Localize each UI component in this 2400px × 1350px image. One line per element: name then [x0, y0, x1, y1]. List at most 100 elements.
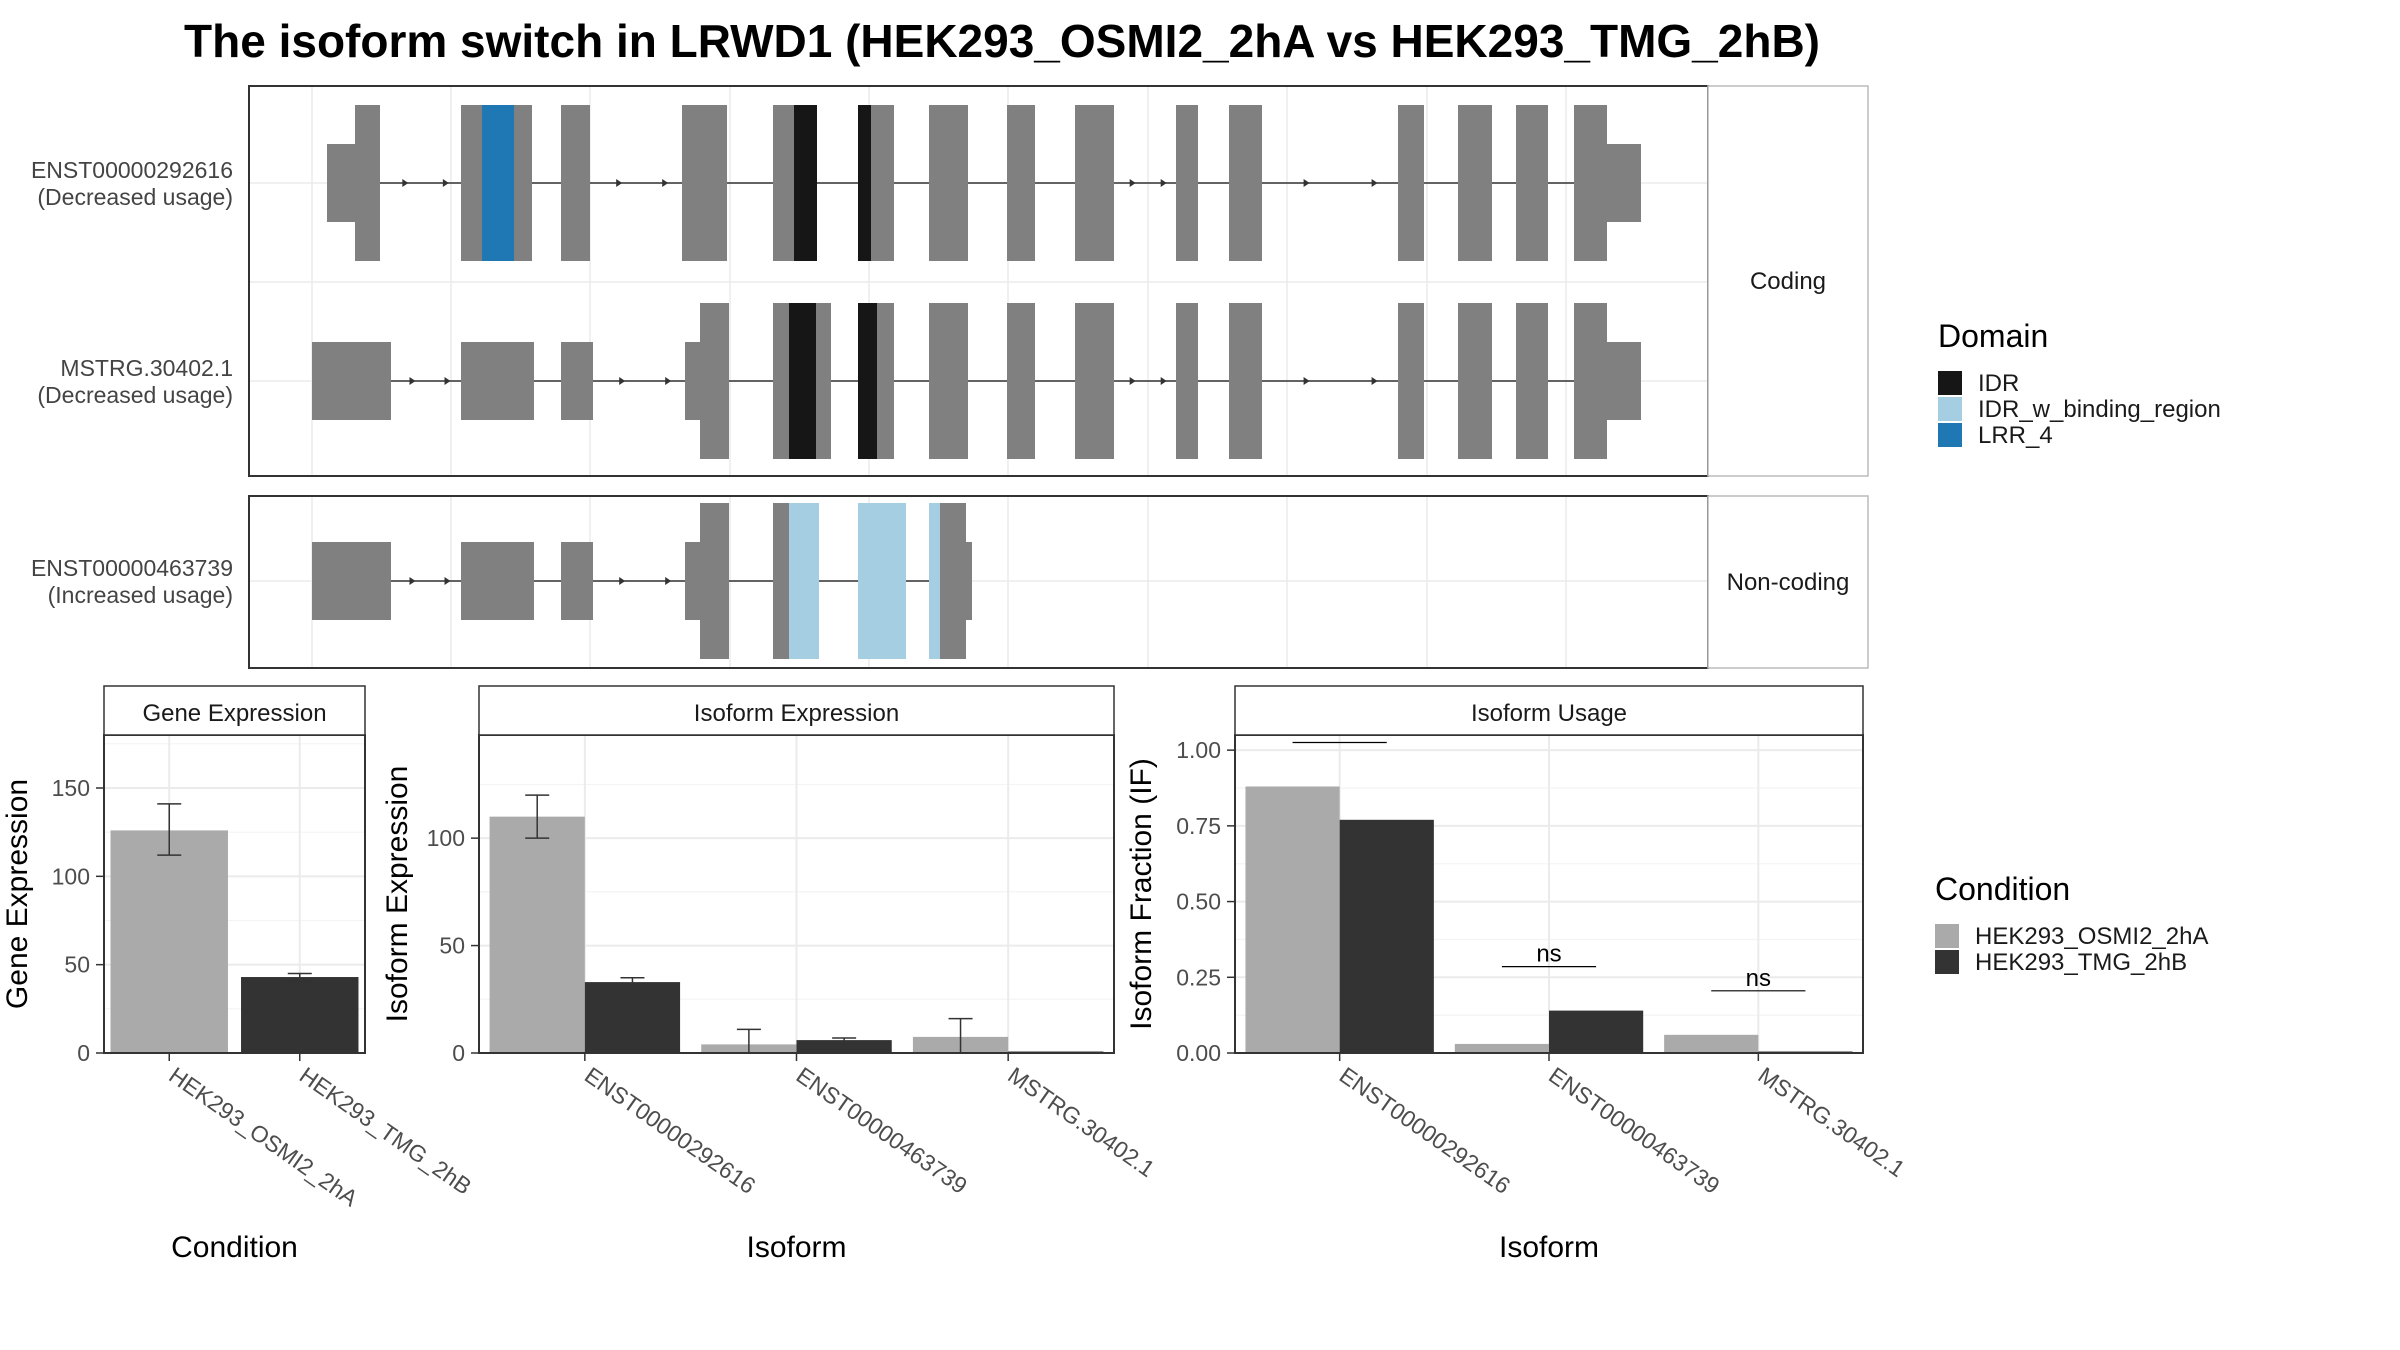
transcript-panel-2: ENST00000463739(Increased usage) Non-codi… [31, 495, 1869, 669]
exon [929, 303, 968, 459]
strip-background [1707, 85, 1869, 477]
exon [877, 303, 894, 459]
bar-HEK293_TMG_2hB [584, 982, 681, 1053]
transcript-panel-1: ENST00000292616(Decreased usage)MSTRG.30… [31, 85, 1869, 477]
x-axis-title: Isoform [1499, 1231, 1599, 1264]
domain-IDR_w_binding_region [858, 503, 906, 659]
x-tick-label: ENST00000463739 [792, 1062, 972, 1199]
transcript-ENST00000463739: ENST00000463739(Increased usage) [31, 503, 972, 659]
bar-HEK293_TMG_2hB [1339, 819, 1434, 1053]
legend-title: Condition [1935, 871, 2070, 907]
legend-swatch [1938, 371, 1962, 395]
y-tick-label: 50 [439, 933, 465, 959]
exon [312, 342, 391, 420]
bar-HEK293_OSMI2_2hA [489, 816, 585, 1053]
y-axis-title: Gene Expression [1, 779, 34, 1009]
y-tick-label: 100 [427, 825, 465, 851]
direction-arrow [444, 577, 451, 585]
legend-swatch [1935, 950, 1959, 974]
y-tick-label: 0 [77, 1040, 90, 1066]
exon [1007, 105, 1035, 261]
legend-title: Domain [1938, 318, 2048, 354]
transcript-usage-label: (Decreased usage) [37, 184, 233, 210]
exon [1075, 303, 1114, 459]
direction-arrow [409, 377, 416, 385]
direction-arrow [616, 179, 623, 187]
exon [1398, 303, 1424, 459]
figure-title: The isoform switch in LRWD1 (HEK293_OSMI… [184, 15, 1820, 67]
y-tick-label: 0 [452, 1040, 465, 1066]
chart-title: Isoform Expression [694, 700, 899, 727]
exon [1574, 303, 1607, 459]
exon [461, 542, 534, 620]
exon [1398, 105, 1424, 261]
exon [1176, 105, 1198, 261]
exon [355, 105, 380, 261]
direction-arrow [662, 179, 669, 187]
exon [966, 542, 972, 620]
direction-arrow [444, 377, 451, 385]
direction-arrow [619, 577, 626, 585]
exon [1007, 303, 1035, 459]
direction-arrow [402, 179, 409, 187]
legend-swatch [1935, 924, 1959, 948]
exon [1607, 342, 1641, 420]
chart-title: Gene Expression [142, 700, 326, 727]
bar-HEK293_TMG_2hB [1549, 1010, 1644, 1053]
exon [561, 342, 593, 420]
chart-1: Gene Expression050100150HEK293_OSMI2_2hA… [1, 685, 476, 1264]
legend-label: LRR_4 [1978, 422, 2053, 449]
legend-swatch [1938, 423, 1962, 447]
transcript-id-label: MSTRG.30402.1 [60, 355, 233, 381]
direction-arrow [665, 577, 672, 585]
domain-IDR [858, 303, 877, 459]
exon [1516, 105, 1548, 261]
strip-label: Coding [1750, 268, 1826, 295]
transcript-MSTRG.30402.1: MSTRG.30402.1(Decreased usage) [37, 303, 1641, 459]
y-axis-title: Isoform Expression [381, 766, 414, 1023]
transcript-id-label: ENST00000292616 [31, 157, 233, 183]
exon [773, 105, 794, 261]
y-tick-label: 50 [64, 952, 90, 978]
domain-IDR [858, 105, 871, 261]
direction-arrow [1371, 179, 1378, 187]
chart-2: Isoform Expression 0 50 100 ENST00000292616 E… [381, 685, 1160, 1264]
strip-background [1707, 495, 1869, 669]
transcript-usage-label: (Decreased usage) [37, 382, 233, 408]
domain-IDR [789, 303, 816, 459]
x-axis-title: Condition [171, 1231, 298, 1264]
exon [461, 342, 534, 420]
exon [1229, 303, 1262, 459]
error-bar [157, 803, 182, 856]
exon [773, 503, 789, 659]
transcript-usage-label: (Increased usage) [48, 582, 233, 608]
direction-arrow [1129, 179, 1136, 187]
domain-LRR_4 [482, 105, 514, 261]
transcript-id-label: ENST00000463739 [31, 555, 233, 581]
legend-label: IDR [1978, 370, 2019, 397]
y-tick-label: 150 [52, 775, 90, 801]
error-bar [287, 972, 312, 982]
exon [773, 303, 789, 459]
direction-arrow [1129, 377, 1136, 385]
direction-arrow [1371, 377, 1378, 385]
exon [1607, 144, 1641, 222]
x-tick-label: MSTRG.30402.1 [1753, 1062, 1909, 1182]
exon [929, 105, 968, 261]
direction-arrow [1303, 179, 1310, 187]
exon [1516, 303, 1548, 459]
legend-swatch [1938, 397, 1962, 421]
exon [871, 105, 894, 261]
error-bar [620, 977, 645, 985]
exon [1229, 105, 1262, 261]
exon [514, 105, 532, 261]
bar-HEK293_OSMI2_2hA [1245, 786, 1340, 1053]
domain-IDR [794, 105, 817, 261]
strip-label: Non-coding [1727, 569, 1850, 596]
transcript-ENST00000292616: ENST00000292616(Decreased usage) [31, 105, 1641, 261]
exon [1458, 303, 1492, 459]
direction-arrow [409, 577, 416, 585]
error-bar [832, 1037, 857, 1044]
